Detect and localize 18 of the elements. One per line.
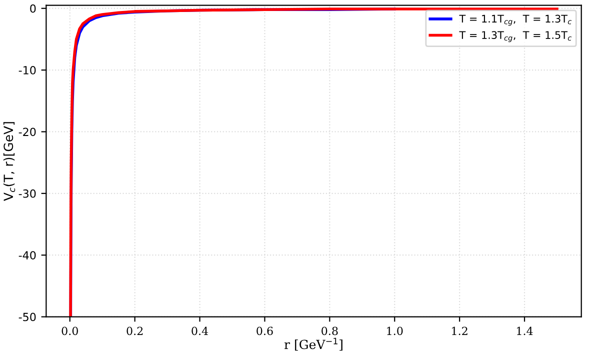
y-tick-label: -10 (18, 66, 36, 74)
y-tick-label: 0 (30, 4, 36, 13)
x-tick-label: 0.6 (256, 326, 273, 336)
x-tick-label: 0.2 (126, 326, 143, 336)
y-axis-title: V$_{c}$(T, r)[GeV] (3, 122, 16, 201)
legend-label: T = 1.3T$_{cg}$, T = 1.5T$_{c}$ (459, 31, 572, 42)
y-tick-label: -50 (18, 312, 36, 322)
x-tick-label: 0.8 (322, 326, 338, 336)
y-tick-label: -20 (18, 128, 36, 136)
x-tick-label: 0.4 (192, 326, 208, 336)
x-tick-label: 1.2 (452, 326, 468, 336)
x-tick-label: 1.4 (517, 326, 533, 336)
x-tick-label: 0.0 (62, 326, 78, 336)
x-axis-title: r [GeV$^{−1}$] (284, 338, 342, 351)
legend-label: T = 1.1T$_{cg}$, T = 1.3T$_{c}$ (459, 14, 572, 26)
y-tick-label: -30 (18, 189, 36, 198)
y-tick-label: -40 (18, 251, 36, 260)
x-tick-label: 1.0 (387, 326, 403, 336)
